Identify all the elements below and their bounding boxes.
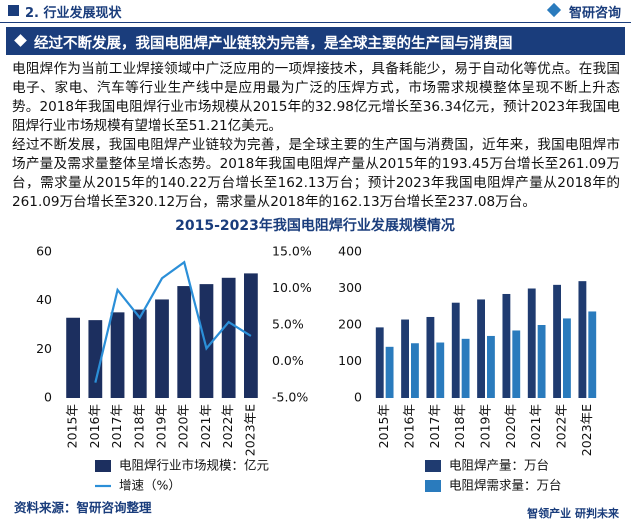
x-tick-label: 2015年 <box>376 404 391 448</box>
y-tick-label: 300 <box>338 280 362 295</box>
bar <box>132 309 147 398</box>
banner-text: 经过不断发展，我国电阻焊产业链较为完善，是全球主要的生产国与消费国 <box>34 36 513 52</box>
bar <box>66 317 80 398</box>
x-tick-label: 2015年 <box>65 404 80 448</box>
x-tick-label: 2020年 <box>503 404 518 448</box>
bar <box>461 338 470 398</box>
logo: 智研咨询 <box>568 6 621 21</box>
bar <box>487 335 495 398</box>
y-tick-label: 0 <box>354 390 362 405</box>
header: 2. 行业发展现状 智研咨询 <box>0 0 631 23</box>
x-tick-label: 2019年 <box>478 404 493 448</box>
paragraph: 电阻焊作为当前工业焊接领域中广泛应用的一项焊接技术，具备耗能少，易于自动化等优点… <box>12 61 620 134</box>
bar <box>512 330 521 398</box>
bar <box>537 325 546 398</box>
x-tick-label: 2023年E <box>242 404 257 456</box>
y2-tick-label: -5.0% <box>272 390 308 405</box>
bar <box>553 284 561 398</box>
y-tick-label: 60 <box>36 244 52 259</box>
x-tick-label: 2017年 <box>109 404 124 448</box>
x-tick-label: 2021年 <box>528 404 543 448</box>
bar <box>588 311 597 398</box>
y-tick-label: 0 <box>44 390 52 405</box>
section-title: 2. 行业发展现状 <box>25 6 122 21</box>
bar <box>436 342 445 398</box>
y-tick-label: 100 <box>338 353 362 368</box>
bar <box>451 302 460 398</box>
bar <box>426 316 435 398</box>
paragraph: 经过不断发展，我国电阻焊产业链较为完善，是全球主要的生产国与消费国，近年来，我国… <box>12 137 620 210</box>
bar <box>411 343 419 398</box>
y-tick-label: 40 <box>36 292 52 307</box>
legend-label: 电阻焊产量：万台 <box>449 458 549 473</box>
legend-swatch <box>425 460 441 472</box>
x-tick-label: 2020年 <box>176 404 191 448</box>
y2-tick-label: 5.0% <box>272 317 304 332</box>
y-tick-label: 200 <box>338 317 362 332</box>
legend-label: 增速（%） <box>119 478 181 493</box>
footer: 智领产业 研判未来 <box>527 507 619 520</box>
body-text: 电阻焊作为当前工业焊接领域中广泛应用的一项焊接技术，具备耗能少，易于自动化等优点… <box>12 60 620 212</box>
x-tick-label: 2019年 <box>154 404 169 448</box>
legend-label: 电阻焊需求量：万台 <box>449 478 562 493</box>
legend-label: 电阻焊行业市场规模：亿元 <box>119 458 269 473</box>
x-tick-label: 2022年 <box>554 404 569 448</box>
bar <box>563 318 571 398</box>
bar <box>578 281 587 398</box>
legend-swatch <box>95 460 111 472</box>
x-tick-label: 2022年 <box>220 404 235 448</box>
figure-title: 2015-2023年我国电阻焊行业发展规模情况 <box>175 217 455 234</box>
bar <box>477 299 485 398</box>
x-tick-label: 2016年 <box>87 404 102 448</box>
x-tick-label: 2021年 <box>198 404 213 448</box>
source: 资料来源：智研咨询整理 <box>14 500 152 515</box>
bar <box>199 284 214 398</box>
y-tick-label: 20 <box>36 341 52 356</box>
bar <box>221 277 236 398</box>
line <box>94 260 252 383</box>
bar <box>527 288 536 398</box>
y-tick-label: 400 <box>338 244 362 259</box>
x-tick-label: 2018年 <box>452 404 467 448</box>
x-tick-label: 2018年 <box>131 404 146 448</box>
bar <box>401 319 409 398</box>
bar <box>502 293 511 398</box>
x-tick-label: 2016年 <box>402 404 417 448</box>
header-icon <box>8 5 19 16</box>
bar <box>155 299 169 398</box>
bar <box>385 346 394 398</box>
y2-tick-label: 15.0% <box>272 244 312 259</box>
legend-swatch <box>425 480 441 492</box>
x-tick-label: 2023年E <box>579 404 594 456</box>
bar <box>88 320 103 398</box>
bar <box>375 327 384 398</box>
x-tick-label: 2017年 <box>427 404 442 448</box>
y2-tick-label: 10.0% <box>272 280 312 295</box>
bar <box>177 286 192 398</box>
y2-tick-label: 0.0% <box>272 353 304 368</box>
bar <box>110 312 125 398</box>
banner: 经过不断发展，我国电阻焊产业链较为完善，是全球主要的生产国与消费国 <box>6 27 625 55</box>
